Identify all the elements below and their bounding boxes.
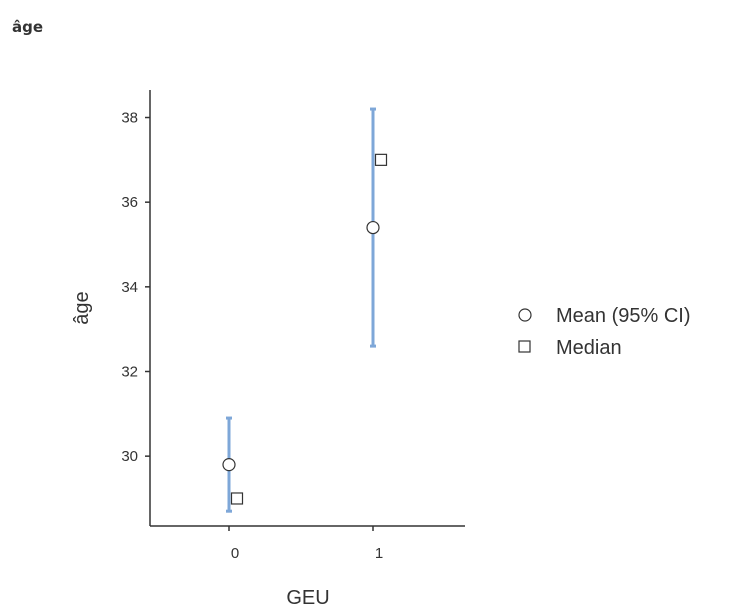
legend-median-square-icon — [518, 340, 531, 353]
y-axis-title: âge — [71, 291, 93, 324]
page-heading: âge — [12, 18, 44, 36]
x-axis-title: GEU — [286, 587, 329, 609]
y-tick-label: 38 — [121, 110, 138, 127]
mean-point — [366, 220, 380, 235]
legend-mean-label: Mean (95% CI) — [556, 305, 691, 327]
y-ticks: 30 32 34 36 38 — [121, 110, 150, 465]
y-axis: 30 32 34 36 38 — [121, 90, 151, 526]
legend-median-label: Median — [556, 337, 622, 359]
median-markers — [230, 153, 388, 505]
median-point — [230, 492, 244, 505]
median-point — [374, 153, 388, 166]
y-tick-label: 32 — [121, 363, 138, 380]
legend-mean-circle-icon — [518, 308, 532, 322]
y-tick-label: 36 — [121, 194, 138, 211]
x-tick-label: 1 — [375, 545, 383, 562]
x-tick-label: 0 — [231, 545, 239, 562]
mean-point — [222, 458, 236, 472]
y-tick-label: 30 — [121, 448, 138, 465]
mean-markers — [222, 220, 380, 472]
y-tick-label: 34 — [121, 279, 138, 296]
legend: Mean (95% CI) Median — [518, 305, 691, 359]
ci-bars — [226, 107, 376, 513]
